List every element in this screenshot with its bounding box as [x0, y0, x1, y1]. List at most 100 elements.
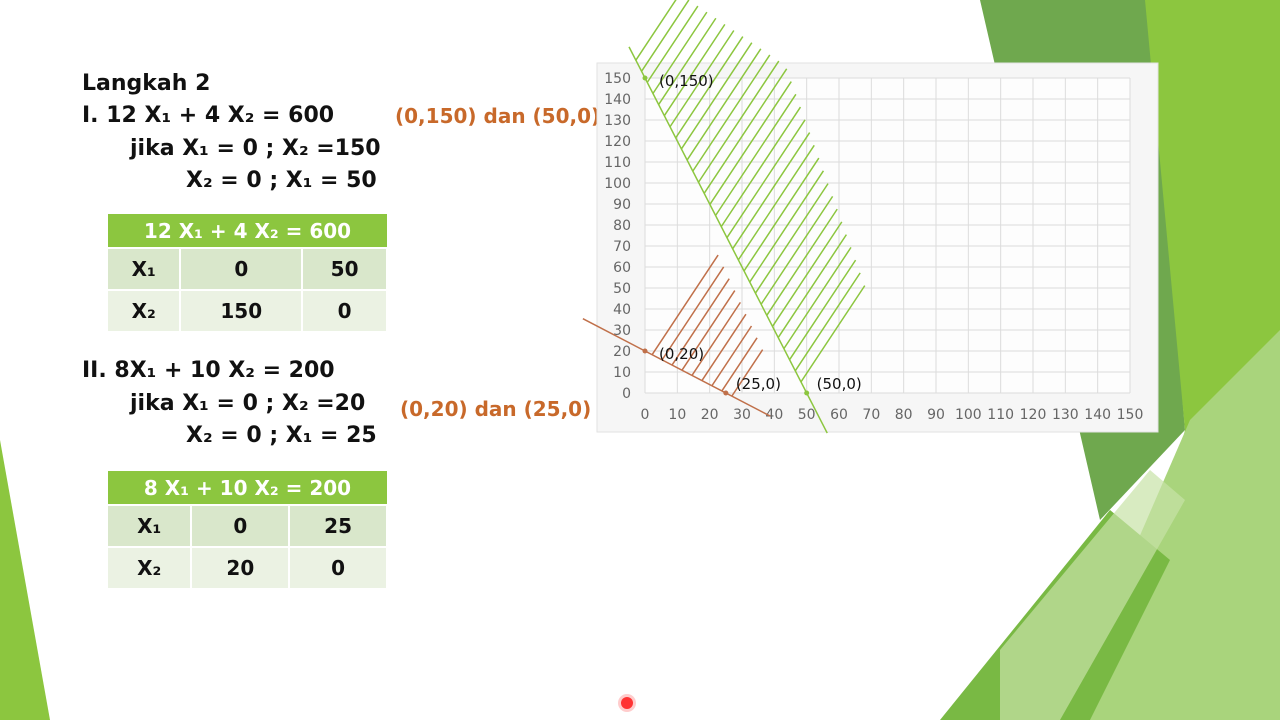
intercept-point	[723, 390, 729, 396]
hatch-line	[681, 290, 736, 371]
table-header: 12 X₁ + 4 X₂ = 600	[108, 214, 387, 248]
hatch-line	[726, 119, 806, 239]
hatch-line	[686, 48, 762, 161]
equation-1: I. 12 X₁ + 4 X₂ = 600	[82, 103, 335, 128]
x-tick-label: 40	[765, 407, 783, 423]
hatch-line	[669, 30, 735, 128]
hatch-line	[732, 132, 811, 250]
point-label: (25,0)	[736, 375, 781, 393]
y-tick-label: 100	[604, 176, 631, 192]
equation-2-condition-2: X₂ = 0 ; X₁ = 25	[186, 423, 377, 448]
equation-1-condition-2: X₂ = 0 ; X₁ = 50	[186, 168, 377, 193]
x-tick-label: 150	[1117, 407, 1144, 423]
equation-2: II. 8X₁ + 10 X₂ = 200	[82, 358, 335, 383]
hatch-line	[800, 285, 866, 383]
x-tick-label: 50	[798, 407, 816, 423]
equation-2-condition-1: jika X₁ = 0 ; X₂ =20	[130, 391, 366, 416]
y-tick-label: 0	[622, 386, 631, 402]
y-tick-label: 140	[604, 92, 631, 108]
hatch-line	[646, 5, 699, 83]
x-tick-label: 120	[1020, 407, 1047, 423]
cell: 20	[191, 546, 291, 588]
hatch-line	[771, 221, 843, 327]
plot-area	[645, 78, 1130, 393]
point-label: (50,0)	[817, 375, 862, 393]
cell: 0	[302, 289, 388, 331]
equation-1-points: (0,150) dan (50,0)	[395, 104, 601, 128]
y-tick-label: 70	[613, 239, 631, 255]
y-tick-label: 30	[613, 323, 631, 339]
equation-2-points: (0,20) dan (25,0)	[400, 397, 592, 421]
cell: X₂	[108, 289, 182, 331]
hatch-line	[777, 234, 848, 338]
cell: 0	[289, 546, 388, 588]
x-tick-label: 110	[987, 407, 1014, 423]
constraint-line	[628, 46, 828, 434]
x-tick-label: 130	[1052, 407, 1079, 423]
intercept-point	[804, 390, 810, 396]
hatch-line	[692, 54, 771, 172]
hatch-line	[658, 17, 717, 105]
cell: X₁	[108, 247, 182, 290]
y-tick-label: 60	[613, 260, 631, 276]
hatch-line	[766, 208, 838, 316]
hatch-line	[743, 157, 820, 272]
x-tick-label: 10	[668, 407, 686, 423]
hatch-line	[720, 106, 802, 228]
cell: 0	[180, 247, 304, 290]
constraint-line	[582, 318, 771, 417]
x-tick-label: 80	[895, 407, 913, 423]
equation-1-condition-1: jika X₁ = 0 ; X₂ =150	[130, 136, 381, 161]
y-tick-label: 40	[613, 302, 631, 318]
hatch-line	[794, 272, 861, 372]
hatch-line	[680, 42, 753, 150]
hatch-line	[731, 349, 764, 397]
hatch-line	[711, 325, 753, 387]
hatch-line	[783, 246, 852, 350]
x-tick-label: 60	[830, 407, 848, 423]
hatch-line	[760, 195, 834, 305]
table-row: X₁ 0 25	[108, 504, 388, 547]
hatch-line	[675, 36, 744, 139]
y-tick-label: 150	[604, 71, 631, 87]
y-tick-label: 120	[604, 134, 631, 150]
point-label: (0,20)	[659, 345, 704, 363]
hatch-line	[788, 259, 857, 361]
y-tick-label: 50	[613, 281, 631, 297]
hatch-line	[714, 93, 797, 216]
x-tick-label: 90	[927, 407, 945, 423]
x-tick-label: 20	[701, 407, 719, 423]
cell: 25	[289, 504, 388, 547]
hatch-line	[721, 337, 758, 392]
point-label: (0,150)	[659, 72, 714, 90]
cell: 50	[302, 247, 388, 290]
x-tick-label: 0	[641, 407, 650, 423]
cell: 0	[191, 504, 291, 547]
x-tick-label: 30	[733, 407, 751, 423]
table-row: X₂ 20 0	[108, 546, 388, 588]
cell: X₁	[108, 504, 193, 547]
y-tick-label: 90	[613, 197, 631, 213]
hatch-line	[697, 60, 780, 183]
x-tick-label: 70	[862, 407, 880, 423]
y-tick-label: 80	[613, 218, 631, 234]
hatch-line	[691, 301, 741, 376]
hatch-line	[754, 183, 829, 294]
hatch-line	[663, 23, 726, 117]
hatch-line	[701, 313, 747, 381]
y-tick-label: 20	[613, 344, 631, 360]
equation-2-table: 8 X₁ + 10 X₂ = 200 X₁ 0 25 X₂ 20 0	[108, 471, 388, 588]
hatch-line	[652, 11, 708, 94]
y-tick-label: 110	[604, 155, 631, 171]
y-tick-label: 130	[604, 113, 631, 129]
hatch-line	[737, 144, 815, 261]
hatch-line	[651, 254, 719, 356]
hatch-line	[671, 278, 730, 366]
intercept-point	[642, 75, 648, 81]
hatch-line	[703, 68, 788, 194]
hatch-line	[661, 266, 725, 361]
hatch-line	[709, 81, 792, 205]
step-title: Langkah 2	[82, 71, 211, 96]
equation-1-table: 12 X₁ + 4 X₂ = 600 X₁ 0 50 X₂ 150 0	[108, 214, 388, 331]
